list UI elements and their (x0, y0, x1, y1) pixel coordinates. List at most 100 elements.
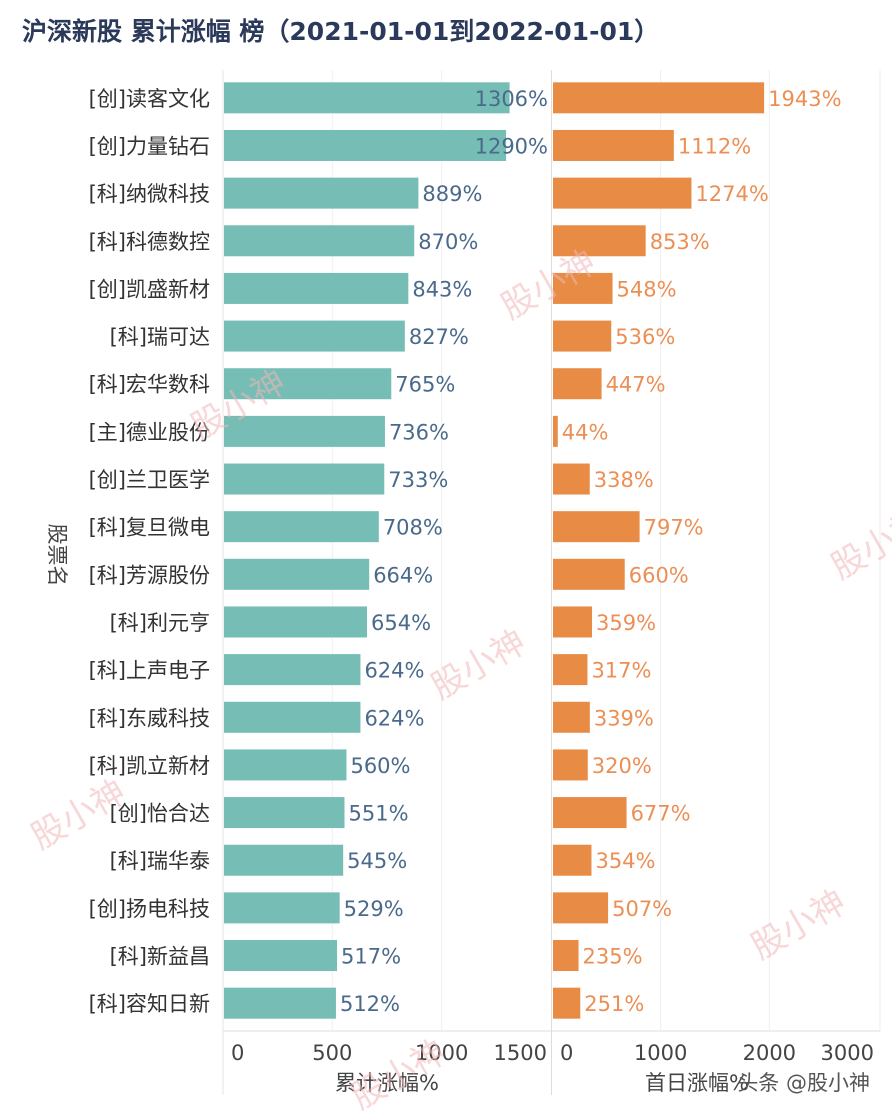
category-label: [科]科德数控 (89, 230, 210, 254)
bar (553, 701, 590, 733)
category-label: [科]东威科技 (89, 706, 210, 730)
data-label: 853% (650, 230, 710, 254)
bar (553, 749, 588, 781)
data-label: 560% (350, 754, 410, 778)
bar (224, 415, 385, 447)
x-axis-label-left: 累计涨幅% (335, 1071, 439, 1095)
data-label: 870% (418, 230, 478, 254)
category-label: [科]上声电子 (89, 659, 210, 683)
data-label: 536% (615, 325, 675, 349)
category-label: [科]复旦微电 (89, 516, 210, 540)
category-label: [科]瑞华泰 (110, 849, 210, 873)
bar (553, 940, 579, 972)
bar (224, 368, 392, 400)
category-label: [科]利元亨 (110, 611, 210, 635)
category-label: [创]凯盛新材 (89, 277, 210, 301)
bar (224, 844, 344, 876)
data-label: 447% (606, 373, 666, 397)
bar (553, 129, 674, 161)
data-label: 507% (612, 897, 672, 921)
bar (224, 320, 405, 352)
data-label: 359% (596, 611, 656, 635)
data-label: 235% (583, 945, 643, 969)
bar (224, 606, 368, 638)
bar (224, 129, 507, 161)
watermark: 股小神 (495, 242, 603, 328)
chart-title: 沪深新股 累计涨幅 榜（2021-01-01到2022-01-01） (22, 17, 659, 46)
x-tick-label: 1000 (415, 1041, 468, 1065)
category-label: [科]新益昌 (110, 945, 210, 969)
bar (553, 177, 692, 209)
bar (553, 654, 588, 686)
data-label: 548% (617, 277, 677, 301)
data-label: 889% (422, 182, 482, 206)
bar (224, 654, 361, 686)
data-label: 624% (364, 706, 424, 730)
data-label: 320% (592, 754, 652, 778)
data-label: 545% (347, 849, 407, 873)
data-label: 708% (383, 516, 443, 540)
bar (553, 272, 613, 304)
category-label: [科]芳源股份 (89, 563, 210, 587)
x-axis-label-right: 首日涨幅% (645, 1071, 749, 1095)
bar (553, 368, 602, 400)
x-tick-label: 500 (312, 1041, 352, 1065)
bar (553, 320, 612, 352)
bar (224, 225, 415, 257)
category-label: [创]怡合达 (110, 802, 210, 826)
x-tick-label: 2000 (743, 1041, 796, 1065)
data-label: 664% (373, 563, 433, 587)
data-label: 44% (562, 420, 609, 444)
bar (553, 987, 581, 1019)
data-label: 551% (348, 802, 408, 826)
watermark: 股小神 (425, 622, 533, 708)
watermark: 股小神 (25, 772, 133, 858)
data-label: 512% (340, 992, 400, 1016)
data-label: 1274% (695, 182, 768, 206)
data-label: 843% (412, 277, 472, 301)
bar (553, 558, 625, 590)
bar (553, 225, 646, 257)
watermark: 股小神 (825, 502, 892, 588)
data-label: 338% (594, 468, 654, 492)
bar (224, 511, 379, 543)
data-label: 317% (591, 659, 651, 683)
data-label: 654% (371, 611, 431, 635)
category-label: [科]宏华数科 (89, 373, 210, 397)
data-label: 765% (395, 373, 455, 397)
data-label: 1290% (475, 134, 548, 158)
data-label: 660% (629, 563, 689, 587)
data-label: 517% (341, 945, 401, 969)
data-label: 1943% (768, 87, 841, 111)
category-label: [科]瑞可达 (110, 325, 210, 349)
bar (553, 82, 765, 114)
data-label: 339% (594, 706, 654, 730)
category-label: [创]读客文化 (89, 87, 210, 111)
bar (553, 415, 558, 447)
bar (224, 892, 340, 924)
bar (553, 892, 609, 924)
category-label: [创]兰卫医学 (89, 468, 210, 492)
data-label: 827% (409, 325, 469, 349)
bar (553, 463, 590, 495)
data-label: 677% (631, 802, 691, 826)
data-label: 624% (364, 659, 424, 683)
bar (553, 797, 627, 829)
category-label: [科]凯立新材 (89, 754, 210, 778)
bar (553, 606, 593, 638)
category-label: [创]扬电科技 (89, 897, 210, 921)
bar (224, 82, 510, 114)
watermark: 股小神 (345, 1032, 453, 1114)
bar (224, 940, 338, 972)
data-label: 1112% (678, 134, 751, 158)
bar (224, 701, 361, 733)
bar (553, 844, 592, 876)
x-tick-label: 0 (231, 1041, 244, 1065)
bar (224, 797, 345, 829)
bar (224, 177, 419, 209)
bar (224, 987, 336, 1019)
category-label: [主]德业股份 (89, 420, 210, 444)
bar (224, 749, 347, 781)
bar (224, 558, 370, 590)
